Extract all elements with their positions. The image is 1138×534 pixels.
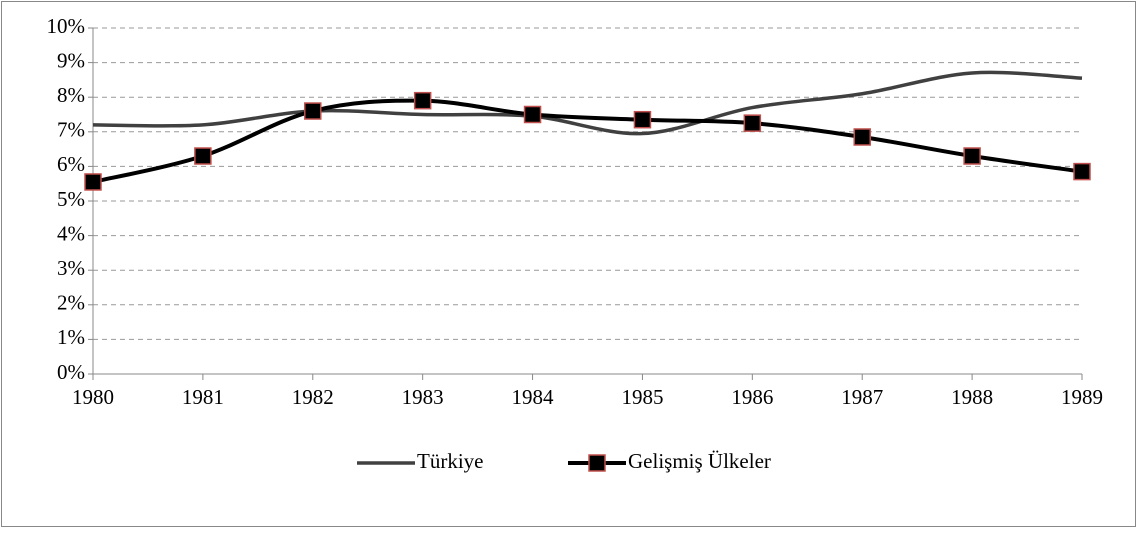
marker bbox=[84, 173, 102, 191]
y-tick-label: 8% bbox=[57, 83, 85, 107]
y-tick-label: 2% bbox=[57, 291, 85, 315]
x-tick-label: 1984 bbox=[512, 385, 555, 409]
y-tick-label: 3% bbox=[57, 256, 85, 280]
y-tick-label: 6% bbox=[57, 152, 85, 176]
y-tick-label: 5% bbox=[57, 187, 85, 211]
x-tick-label: 1983 bbox=[402, 385, 444, 409]
legend-label: Türkiye bbox=[417, 449, 483, 473]
x-tick-label: 1987 bbox=[841, 385, 883, 409]
marker bbox=[743, 114, 762, 132]
y-tick-label: 4% bbox=[57, 221, 85, 245]
marker bbox=[523, 105, 542, 124]
marker bbox=[1073, 162, 1091, 181]
marker bbox=[304, 102, 322, 120]
marker bbox=[633, 110, 652, 129]
x-tick-label: 1989 bbox=[1061, 385, 1103, 409]
x-tick-label: 1982 bbox=[292, 385, 334, 409]
marker bbox=[853, 128, 871, 146]
x-tick-label: 1988 bbox=[951, 385, 993, 409]
y-tick-label: 1% bbox=[57, 325, 85, 349]
legend-marker bbox=[588, 454, 606, 472]
legend-label: Gelişmiş Ülkeler bbox=[628, 449, 771, 473]
line bbox=[92, 98, 1083, 184]
y-tick-label: 0% bbox=[57, 360, 85, 384]
y-tick-label: 7% bbox=[57, 118, 85, 142]
marker bbox=[194, 147, 212, 165]
x-tick-label: 1981 bbox=[182, 385, 224, 409]
y-tick-label: 10% bbox=[47, 14, 86, 38]
marker bbox=[963, 147, 981, 165]
marker bbox=[413, 91, 432, 110]
x-tick-label: 1986 bbox=[731, 385, 773, 409]
y-tick-label: 9% bbox=[57, 48, 85, 72]
x-tick-label: 1980 bbox=[72, 385, 114, 409]
line bbox=[92, 70, 1083, 136]
x-tick-label: 1985 bbox=[621, 385, 663, 409]
